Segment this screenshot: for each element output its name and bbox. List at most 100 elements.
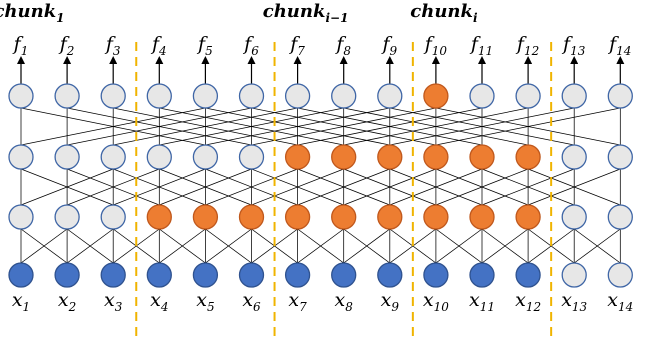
- labels: f1 f2 f3 f4 f5 f6 f7 f8 f9 f10 f11 f12 f13 f14 x1 x2 x3 x…: [0, 1, 633, 314]
- network-edge: [435, 107, 621, 146]
- network-edge: [20, 107, 206, 146]
- output-label: f10: [423, 33, 448, 58]
- input-label: x11: [469, 289, 495, 314]
- network-edge: [205, 228, 252, 264]
- network-node: [238, 83, 265, 109]
- network-edge: [20, 228, 68, 264]
- network-node: [423, 144, 449, 170]
- input-label: x7: [288, 289, 307, 314]
- network-edge: [297, 107, 483, 146]
- network-edge: [573, 228, 621, 264]
- network-node: [54, 204, 80, 230]
- network-node: [515, 144, 541, 170]
- connection-edges: [20, 107, 621, 264]
- network-edge: [251, 168, 344, 206]
- network-edge: [527, 168, 621, 206]
- output-label: f7: [288, 33, 305, 58]
- network-node: [607, 262, 633, 288]
- output-label: f4: [150, 33, 167, 58]
- network-node: [100, 262, 126, 288]
- network-edge: [343, 168, 437, 206]
- network-node: [607, 144, 633, 170]
- network-node: [54, 262, 80, 288]
- network-node: [331, 144, 357, 170]
- network-edge: [159, 228, 206, 264]
- network-node: [100, 204, 126, 230]
- network-edge: [481, 168, 575, 206]
- network-node: [192, 83, 219, 109]
- input-label: x14: [607, 289, 633, 314]
- chunk-label: chunk1: [0, 1, 65, 25]
- output-label: f9: [380, 33, 397, 58]
- network-node: [146, 83, 172, 109]
- network-node: [284, 204, 311, 230]
- output-label: f1: [12, 33, 29, 58]
- network-node: [284, 83, 311, 109]
- network-node: [8, 262, 34, 288]
- output-label: f3: [104, 33, 121, 58]
- network-node: [607, 83, 633, 109]
- network-edge: [66, 228, 114, 264]
- network-node: [238, 262, 265, 288]
- network-node: [146, 204, 172, 230]
- network-node: [284, 144, 311, 170]
- network-node: [8, 144, 34, 170]
- network-edge: [159, 168, 252, 206]
- network-edge: [20, 168, 114, 206]
- network-node: [146, 262, 172, 288]
- input-label: x3: [104, 289, 123, 314]
- network-edge: [481, 228, 529, 264]
- network-node: [54, 144, 80, 170]
- network-node: [561, 262, 587, 288]
- output-label: f8: [334, 33, 351, 58]
- network-node: [377, 204, 403, 230]
- output-arrows: [17, 56, 625, 84]
- network-node: [515, 83, 541, 109]
- input-label: x8: [335, 289, 354, 314]
- node-layers: [8, 83, 633, 288]
- network-edge: [205, 107, 390, 146]
- network-node: [238, 204, 265, 230]
- network-node: [607, 204, 633, 230]
- network-node: [192, 262, 219, 288]
- network-node: [469, 144, 495, 170]
- network-node: [423, 204, 449, 230]
- network-node: [146, 144, 172, 170]
- network-node: [192, 204, 219, 230]
- network-node: [377, 144, 403, 170]
- input-label: x2: [58, 289, 76, 314]
- network-node: [8, 204, 34, 230]
- input-label: x4: [150, 289, 168, 314]
- network-node: [377, 83, 403, 109]
- input-label: x10: [423, 289, 449, 314]
- network-node: [515, 262, 541, 288]
- network-edge: [297, 168, 390, 206]
- network-edge: [435, 228, 483, 264]
- network-node: [100, 83, 126, 109]
- chunk-label: chunki−1: [263, 1, 349, 25]
- output-label: f6: [242, 33, 259, 58]
- network-edge: [343, 107, 529, 146]
- output-label: f12: [515, 33, 539, 58]
- network-edge: [251, 107, 436, 146]
- network-edge: [435, 168, 529, 206]
- network-node: [284, 262, 311, 288]
- network-edge: [389, 168, 483, 206]
- network-node: [331, 262, 357, 288]
- network-node: [469, 204, 495, 230]
- network-node: [423, 262, 449, 288]
- input-label: x13: [561, 289, 587, 314]
- output-label: f13: [561, 33, 586, 58]
- network-edge: [205, 168, 298, 206]
- chunk-label: chunki: [410, 1, 478, 25]
- output-label: f14: [607, 33, 631, 58]
- network-edge: [297, 228, 344, 264]
- network-node: [377, 262, 403, 288]
- network-edge: [343, 228, 391, 264]
- input-label: x5: [196, 289, 214, 314]
- network-node: [515, 204, 541, 230]
- network-node: [561, 144, 587, 170]
- network-edge: [113, 107, 298, 146]
- input-label: x12: [515, 289, 541, 314]
